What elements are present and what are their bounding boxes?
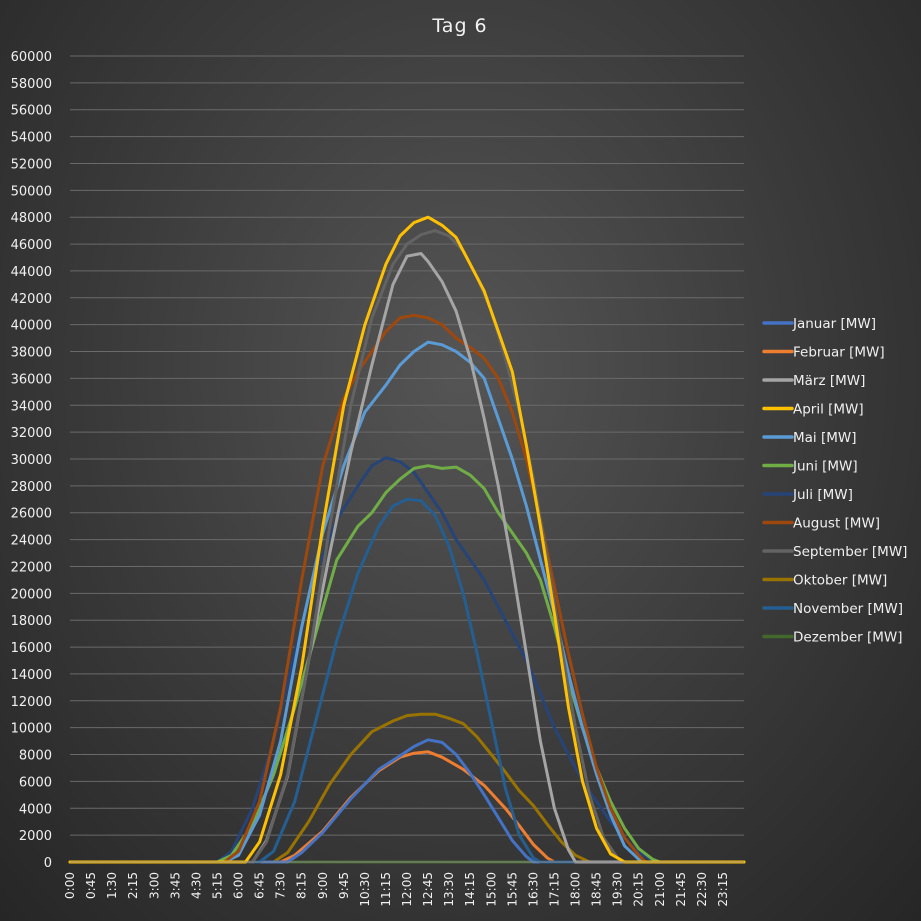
- y-tick-label: 18000: [11, 614, 52, 629]
- series-line-september-mw: [68, 229, 746, 864]
- x-tick-label: 17:15: [547, 872, 561, 907]
- x-tick-label: 22:30: [695, 872, 709, 907]
- y-tick-label: 0: [44, 856, 52, 871]
- x-tick-label: 15:00: [484, 872, 498, 907]
- legend-label: Oktober [MW]: [793, 573, 887, 589]
- y-tick-label: 52000: [11, 157, 52, 172]
- legend: Januar [MW] Februar [MW] März [MW] April [M…: [762, 316, 907, 646]
- y-axis-tick-labels: 0 2000 4000 6000 8000 10000 12000 14000 16000 180…: [11, 50, 52, 871]
- series-line-märz-mw: [68, 252, 746, 864]
- x-tick-label: 21:00: [653, 872, 667, 907]
- y-tick-label: 22000: [11, 560, 52, 575]
- x-tick-label: 7:30: [274, 872, 288, 899]
- x-tick-label: 0:00: [63, 872, 77, 899]
- x-tick-label: 12:00: [400, 872, 414, 907]
- y-tick-label: 34000: [11, 399, 52, 414]
- x-tick-label: 20:15: [632, 872, 646, 907]
- legend-label: August [MW]: [793, 516, 880, 532]
- y-tick-label: 48000: [11, 211, 52, 226]
- legend-label: Juni [MW]: [792, 459, 858, 475]
- x-tick-label: 12:45: [421, 872, 435, 907]
- y-tick-label: 4000: [19, 802, 52, 817]
- x-tick-label: 9:45: [337, 872, 351, 899]
- legend-label: September [MW]: [793, 544, 907, 560]
- x-tick-label: 13:30: [442, 872, 456, 907]
- legend-label: Januar [MW]: [792, 316, 876, 332]
- gridlines: [70, 55, 744, 836]
- x-axis-tick-labels: 0:00 0:45 1:30 2:15 3:00 3:45 4:30 5:15 6:00 6:45…: [63, 872, 730, 907]
- y-tick-label: 16000: [11, 641, 52, 656]
- y-tick-label: 46000: [11, 238, 52, 253]
- y-tick-label: 44000: [11, 265, 52, 280]
- chart-title: Tag 6: [431, 15, 487, 37]
- y-tick-label: 30000: [11, 453, 52, 468]
- x-tick-label: 23:15: [716, 872, 730, 907]
- x-tick-label: 1:30: [105, 872, 119, 899]
- legend-label: April [MW]: [793, 402, 864, 418]
- y-tick-label: 2000: [19, 829, 52, 844]
- series-line-februar-mw: [68, 750, 746, 864]
- x-tick-label: 8:15: [295, 872, 309, 899]
- x-tick-label: 16:30: [526, 872, 540, 907]
- series-line-august-mw: [68, 313, 746, 864]
- x-tick-label: 14:15: [463, 872, 477, 907]
- x-tick-label: 11:15: [379, 872, 393, 907]
- y-tick-label: 24000: [11, 534, 52, 549]
- legend-label: Mai [MW]: [793, 430, 857, 446]
- legend-label: März [MW]: [793, 373, 865, 389]
- x-tick-label: 5:15: [210, 872, 224, 899]
- y-tick-label: 56000: [11, 104, 52, 119]
- y-tick-label: 32000: [11, 426, 52, 441]
- series-line-april-mw: [68, 215, 746, 864]
- x-tick-label: 15:45: [505, 872, 519, 907]
- y-tick-label: 28000: [11, 480, 52, 495]
- x-tick-label: 18:45: [590, 872, 604, 907]
- x-tick-label: 4:30: [189, 872, 203, 899]
- legend-label: Dezember [MW]: [793, 630, 903, 646]
- y-tick-label: 38000: [11, 346, 52, 361]
- y-tick-label: 6000: [19, 775, 52, 790]
- y-tick-label: 26000: [11, 507, 52, 522]
- x-tick-label: 3:45: [168, 872, 182, 899]
- y-tick-label: 10000: [11, 722, 52, 737]
- x-tick-label: 9:00: [316, 872, 330, 899]
- y-tick-label: 58000: [11, 77, 52, 92]
- x-tick-label: 18:00: [569, 872, 583, 907]
- y-tick-label: 20000: [11, 587, 52, 602]
- series-line-mai-mw: [68, 340, 746, 864]
- series-line-januar-mw: [68, 738, 746, 864]
- series-line-juli-mw: [68, 456, 746, 864]
- y-tick-label: 50000: [11, 184, 52, 199]
- y-tick-label: 36000: [11, 372, 52, 387]
- x-tick-label: 10:30: [358, 872, 372, 907]
- y-tick-label: 60000: [11, 50, 52, 65]
- series-line-oktober-mw: [68, 712, 746, 864]
- x-tick-label: 6:45: [253, 872, 267, 899]
- y-tick-label: 42000: [11, 292, 52, 307]
- y-tick-label: 8000: [19, 749, 52, 764]
- x-tick-label: 3:00: [147, 872, 161, 899]
- legend-label: November [MW]: [793, 601, 903, 617]
- x-tick-label: 19:30: [611, 872, 625, 907]
- series-line-juni-mw: [68, 464, 746, 864]
- y-tick-label: 14000: [11, 668, 52, 683]
- legend-label: Februar [MW]: [793, 345, 885, 361]
- y-tick-label: 54000: [11, 131, 52, 146]
- series-line-november-mw: [68, 497, 746, 864]
- y-tick-label: 40000: [11, 319, 52, 334]
- y-tick-label: 12000: [11, 695, 52, 710]
- x-tick-label: 2:15: [126, 872, 140, 899]
- legend-label: Juli [MW]: [792, 487, 853, 503]
- x-tick-label: 6:00: [232, 872, 246, 899]
- x-tick-label: 21:45: [674, 872, 688, 907]
- x-tick-label: 0:45: [84, 872, 98, 899]
